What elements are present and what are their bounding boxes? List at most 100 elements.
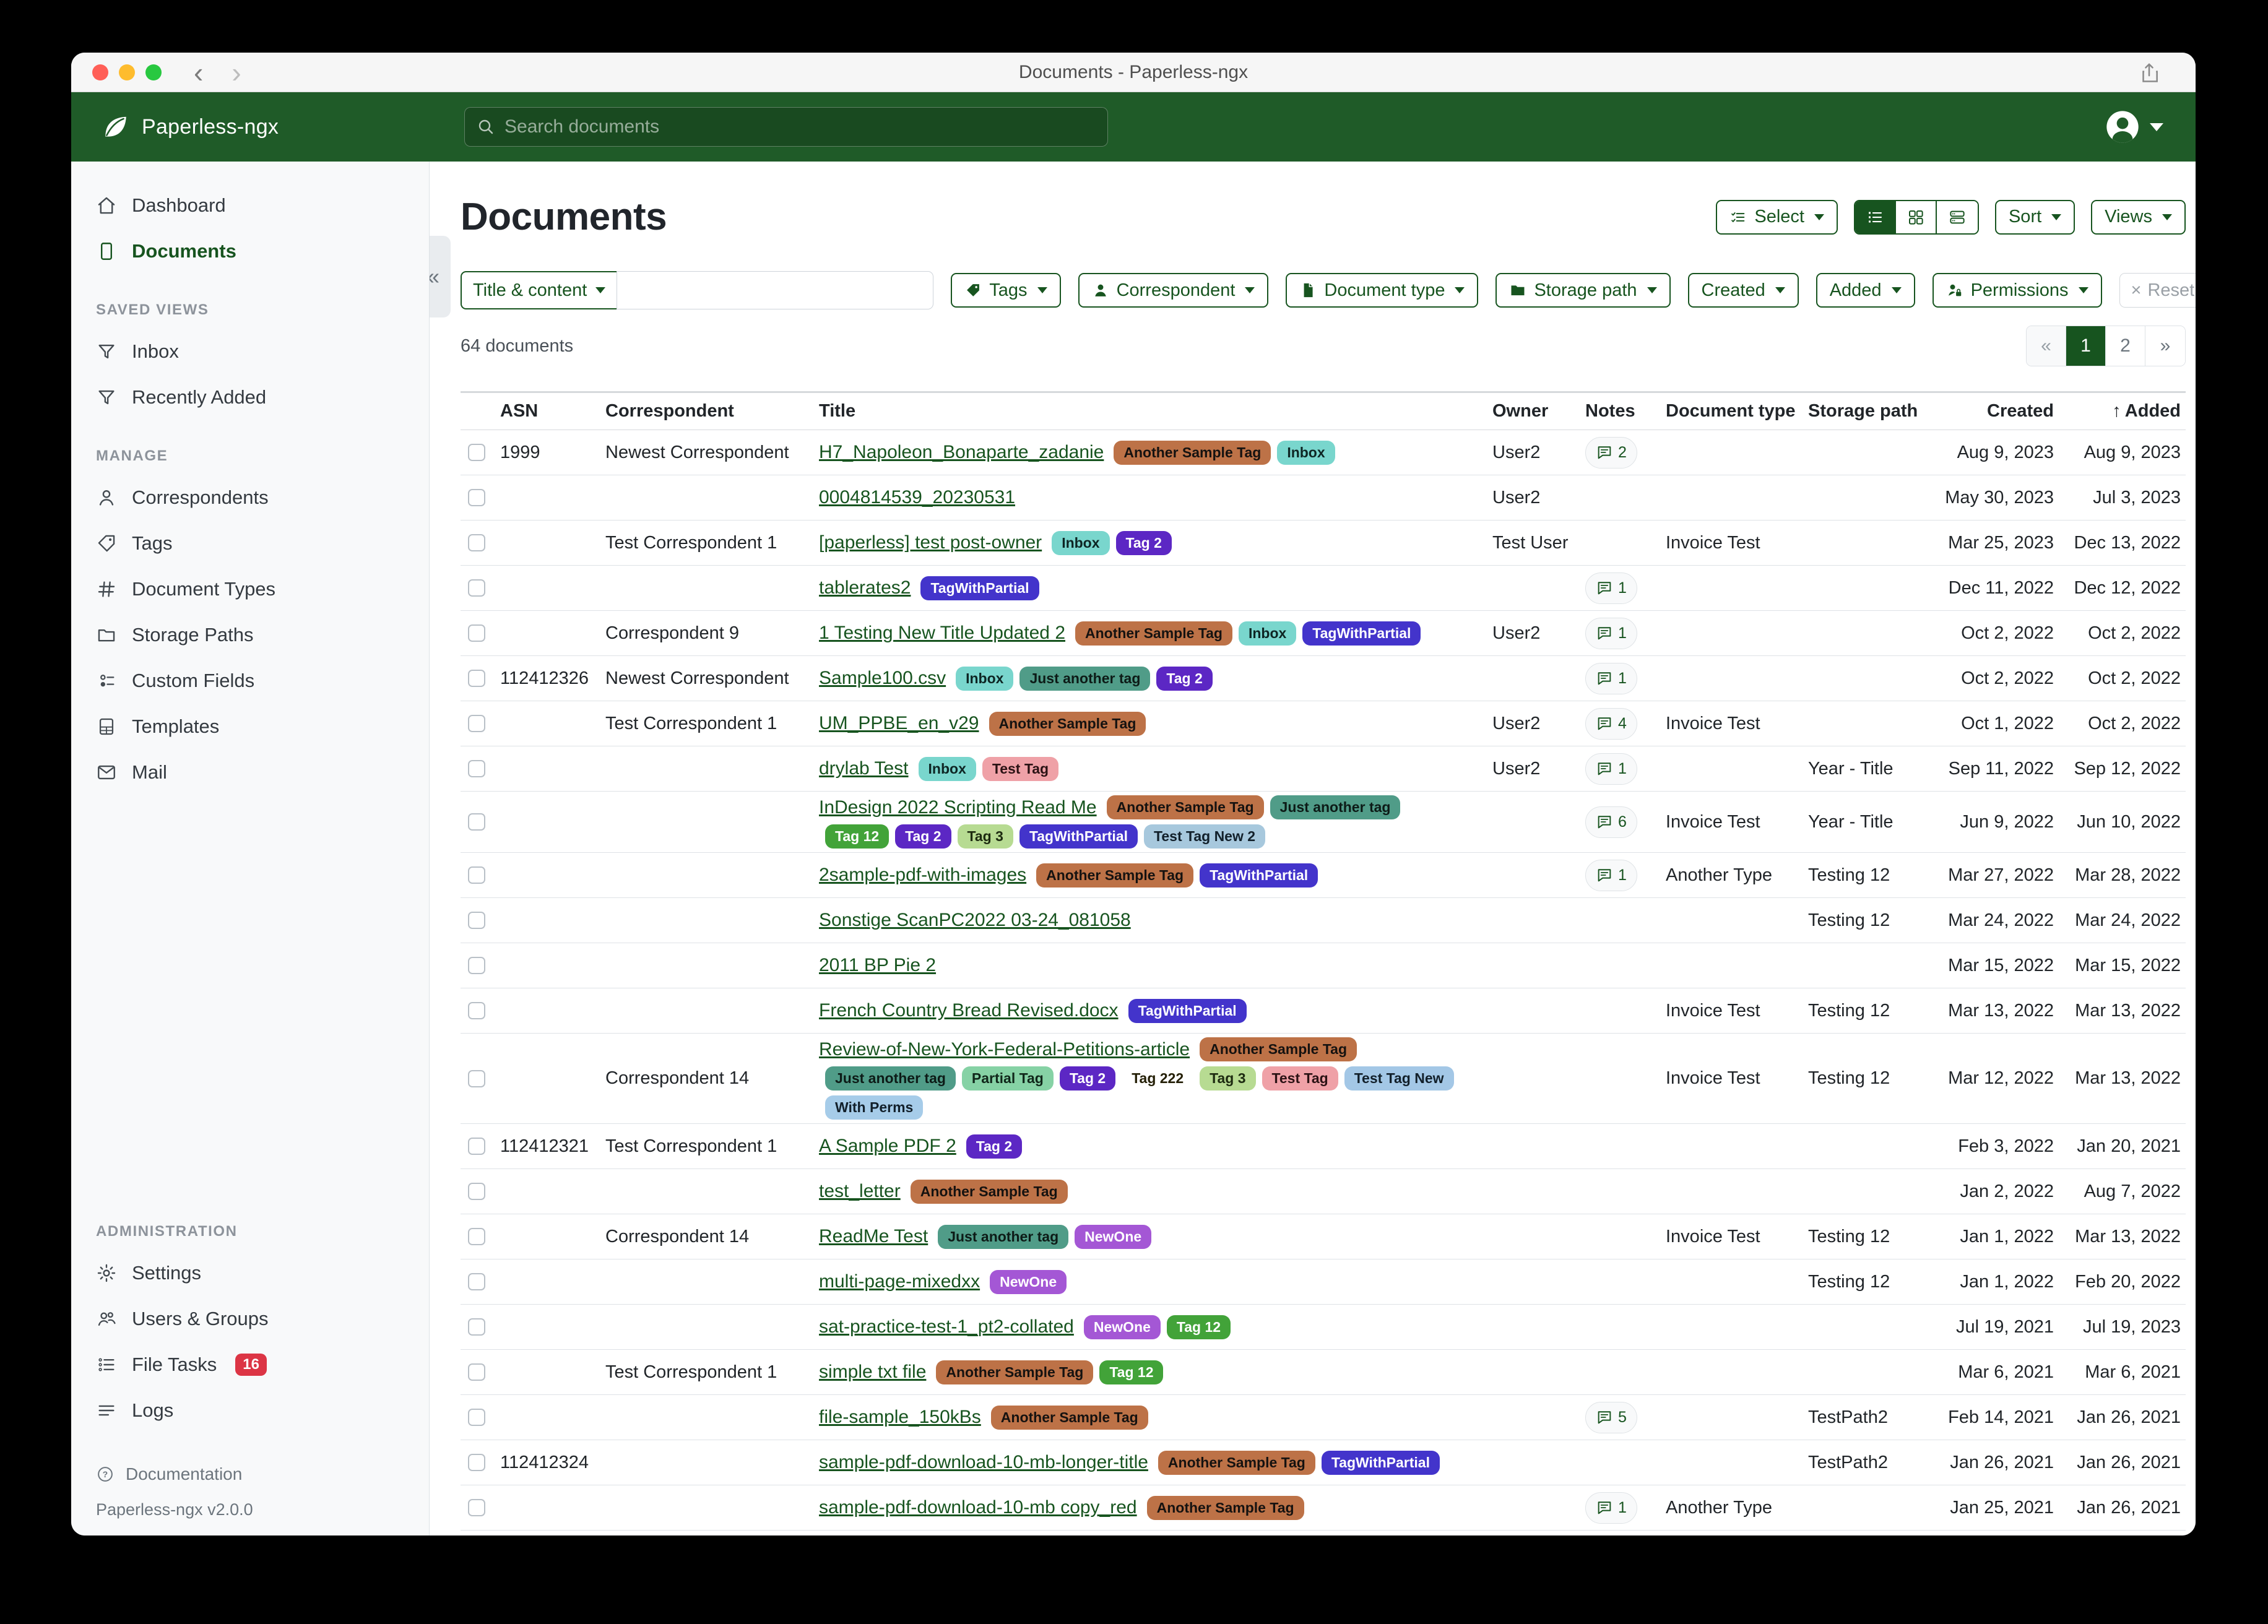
column-header-correspondent[interactable]: Correspondent <box>605 401 734 421</box>
tag-pill[interactable]: NewOne <box>1075 1224 1152 1249</box>
tag-pill[interactable]: Another Sample Tag <box>1075 621 1232 646</box>
tag-pill[interactable]: Tag 2 <box>1059 1066 1116 1091</box>
tag-pill[interactable]: Tag 2 <box>1156 666 1213 691</box>
reset-filters-button[interactable]: × Reset filters <box>2119 273 2196 308</box>
column-header-created[interactable]: Created <box>1987 401 2054 421</box>
document-link[interactable]: A Sample PDF 2 <box>819 1136 956 1156</box>
row-checkbox[interactable] <box>468 957 485 974</box>
sidebar-item-custom-fields[interactable]: Custom Fields <box>71 658 429 704</box>
tag-pill[interactable]: Another Sample Tag <box>1114 440 1271 465</box>
row-checkbox[interactable] <box>468 1363 485 1381</box>
row-checkbox[interactable] <box>468 444 485 461</box>
sidebar-item-inbox[interactable]: Inbox <box>71 329 429 374</box>
column-header-asn[interactable]: ASN <box>500 401 539 421</box>
row-checkbox[interactable] <box>468 1069 485 1087</box>
row-checkbox[interactable] <box>468 715 485 732</box>
column-header-title[interactable]: Title <box>819 401 856 421</box>
row-checkbox[interactable] <box>468 1499 485 1516</box>
sidebar-item-documents[interactable]: Documents <box>71 228 429 274</box>
document-link[interactable]: drylab Test <box>819 758 909 779</box>
row-checkbox[interactable] <box>468 579 485 597</box>
sidebar-item-templates[interactable]: Templates <box>71 704 429 749</box>
notes-badge[interactable]: 5 <box>1585 1401 1637 1433</box>
document-link[interactable]: sat-practice-test-1_pt2-collated <box>819 1316 1074 1337</box>
sidebar-item-tags[interactable]: Tags <box>71 520 429 566</box>
document-link[interactable]: ReadMe Test <box>819 1226 928 1246</box>
forward-icon[interactable]: › <box>232 56 241 89</box>
document-link[interactable]: InDesign 2022 Scripting Read Me <box>819 797 1097 818</box>
tag-pill[interactable]: Tag 2 <box>966 1134 1023 1159</box>
notes-badge[interactable]: 1 <box>1585 753 1637 785</box>
document-link[interactable]: sample-pdf-download-10-mb-longer-title <box>819 1452 1148 1472</box>
sidebar-item-correspondents[interactable]: Correspondents <box>71 475 429 520</box>
tag-pill[interactable]: NewOne <box>1083 1315 1161 1339</box>
tag-pill[interactable]: Another Sample Tag <box>989 711 1146 736</box>
tag-pill[interactable]: TagWithPartial <box>1302 621 1421 646</box>
document-link[interactable]: Sonstige ScanPC2022 03-24_081058 <box>819 910 1131 930</box>
view-grid-button[interactable] <box>1895 201 1937 233</box>
tag-pill[interactable]: Inbox <box>956 666 1014 691</box>
tag-pill[interactable]: Inbox <box>918 756 976 781</box>
column-header-notes[interactable]: Notes <box>1585 401 1635 421</box>
search-input[interactable] <box>504 116 1096 137</box>
filter-storage-path-button[interactable]: Storage path <box>1495 273 1671 308</box>
row-checkbox[interactable] <box>468 1454 485 1471</box>
sidebar-item-recently-added[interactable]: Recently Added <box>71 374 429 420</box>
notes-badge[interactable]: 4 <box>1585 707 1637 740</box>
pagination-page-2[interactable]: 2 <box>2106 326 2145 366</box>
filter-created-button[interactable]: Created <box>1687 273 1799 308</box>
document-link[interactable]: tablerates2 <box>819 577 911 598</box>
tag-pill[interactable]: With Perms <box>825 1095 924 1120</box>
row-checkbox[interactable] <box>468 1228 485 1245</box>
tag-pill[interactable]: Partial Tag <box>961 1066 1054 1091</box>
tag-pill[interactable]: Another Sample Tag <box>990 1405 1148 1430</box>
row-checkbox[interactable] <box>468 760 485 777</box>
tag-pill[interactable]: Tag 12 <box>1166 1315 1231 1339</box>
sidebar-item-file-tasks[interactable]: File Tasks 16 <box>71 1342 429 1388</box>
document-link[interactable]: Review-of-New-York-Federal-Petitions-art… <box>819 1039 1190 1060</box>
title-content-dropdown[interactable]: Title & content <box>461 271 617 309</box>
tag-pill[interactable]: Another Sample Tag <box>1158 1450 1315 1475</box>
notes-badge[interactable]: 6 <box>1585 806 1637 838</box>
row-checkbox[interactable] <box>468 1273 485 1290</box>
document-link[interactable]: simple txt file <box>819 1362 927 1382</box>
tag-pill[interactable]: Tag 2 <box>1115 530 1172 555</box>
document-link[interactable]: [paperless] test post-owner <box>819 532 1042 553</box>
document-link[interactable]: multi-page-mixedxx <box>819 1271 980 1292</box>
filter-document-type-button[interactable]: Document type <box>1286 273 1479 308</box>
row-checkbox[interactable] <box>468 866 485 884</box>
notes-badge[interactable]: 1 <box>1585 662 1637 694</box>
document-link[interactable]: H7_Napoleon_Bonaparte_zadanie <box>819 442 1104 462</box>
select-button[interactable]: Select <box>1716 199 1838 235</box>
tag-pill[interactable]: Just another tag <box>938 1224 1069 1249</box>
pagination-page-1[interactable]: 1 <box>2066 326 2106 366</box>
view-cards-button[interactable] <box>1936 201 1978 233</box>
tag-pill[interactable]: Test Tag New 2 <box>1144 824 1266 849</box>
row-checkbox[interactable] <box>468 1138 485 1155</box>
document-link[interactable]: 2sample-pdf-with-images <box>819 865 1027 885</box>
document-link[interactable]: sample-pdf-download-10-mb copy_red <box>819 1497 1137 1518</box>
row-checkbox[interactable] <box>468 489 485 506</box>
document-link[interactable]: Sample100.csv <box>819 668 946 688</box>
notes-badge[interactable]: 2 <box>1585 436 1637 469</box>
column-header-document-type[interactable]: Document type <box>1666 401 1796 421</box>
user-menu[interactable] <box>2105 110 2163 144</box>
tag-pill[interactable]: Inbox <box>1238 621 1297 646</box>
tag-pill[interactable]: Test Tag <box>982 756 1059 781</box>
minimize-window-button[interactable] <box>119 64 135 80</box>
back-icon[interactable]: ‹ <box>194 56 204 89</box>
notes-badge[interactable]: 1 <box>1585 1492 1637 1524</box>
tag-pill[interactable]: Just another tag <box>1019 666 1151 691</box>
tag-pill[interactable]: Another Sample Tag <box>1036 863 1194 888</box>
sidebar-collapse-button[interactable]: « <box>430 236 451 317</box>
row-checkbox[interactable] <box>468 1409 485 1426</box>
column-header-added[interactable]: ↑ Added <box>2112 401 2181 421</box>
notes-badge[interactable]: 1 <box>1585 572 1637 604</box>
filter-permissions-button[interactable]: Permissions <box>1932 273 2102 308</box>
sort-button[interactable]: Sort <box>1994 199 2075 235</box>
tag-pill[interactable]: NewOne <box>990 1269 1067 1294</box>
filter-added-button[interactable]: Added <box>1816 273 1915 308</box>
sidebar-item-dashboard[interactable]: Dashboard <box>71 183 429 228</box>
tag-pill[interactable]: TagWithPartial <box>1019 824 1138 849</box>
tag-pill[interactable]: Another Sample Tag <box>1200 1037 1357 1061</box>
